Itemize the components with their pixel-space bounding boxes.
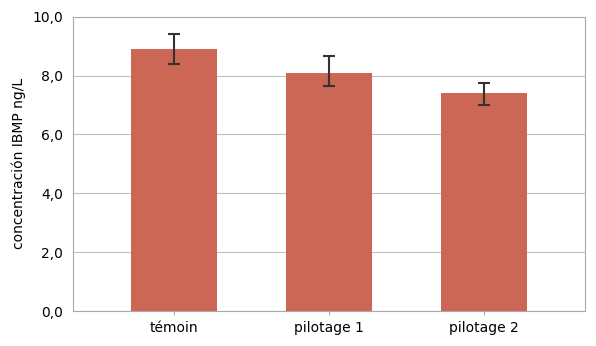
Y-axis label: concentración IBMP ng/L: concentración IBMP ng/L xyxy=(11,78,26,249)
Bar xyxy=(131,49,216,311)
Bar xyxy=(286,73,372,311)
Bar xyxy=(442,93,527,311)
